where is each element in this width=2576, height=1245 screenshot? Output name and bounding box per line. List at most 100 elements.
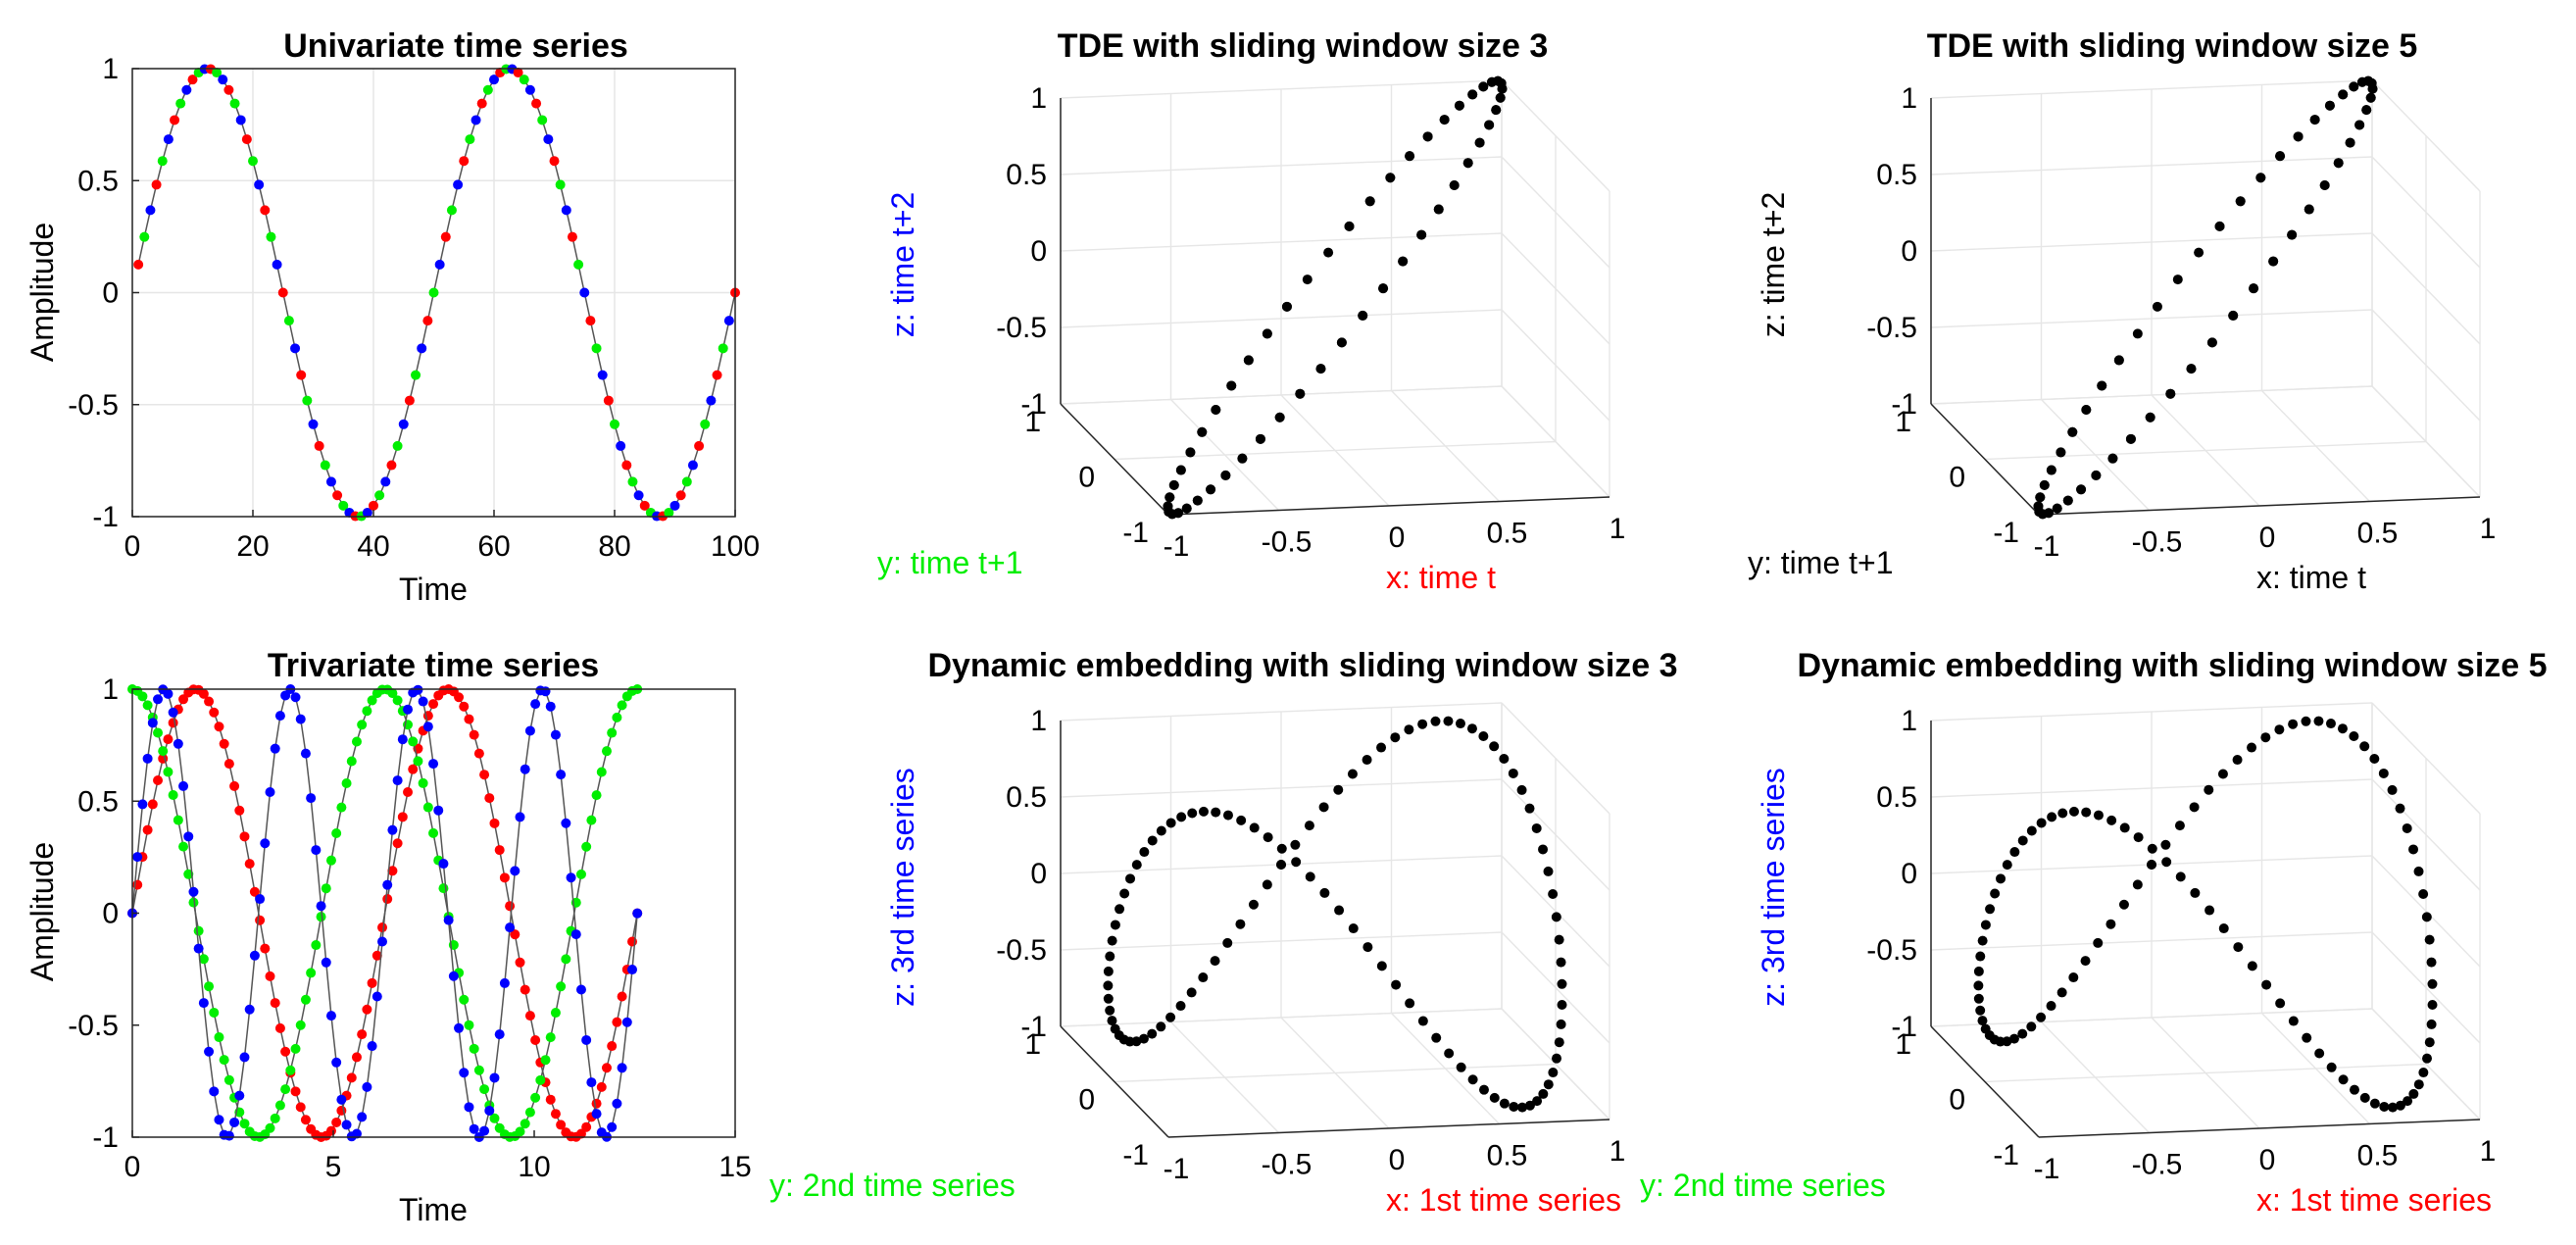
data-point bbox=[1531, 822, 1542, 833]
x-tick-label: 0 bbox=[124, 530, 141, 563]
data-point bbox=[621, 460, 632, 471]
data-point bbox=[440, 231, 451, 242]
data-point bbox=[1274, 412, 1285, 423]
data-point bbox=[362, 1004, 372, 1015]
data-point bbox=[392, 775, 403, 786]
data-point bbox=[2036, 818, 2047, 828]
data-point bbox=[612, 1017, 622, 1027]
y-axis-label: y: time t+1 bbox=[1748, 545, 1894, 580]
data-point bbox=[428, 827, 439, 838]
chart-title: Univariate time series bbox=[283, 27, 628, 65]
data-point bbox=[2261, 979, 2272, 990]
data-point bbox=[1186, 987, 1197, 998]
data-point bbox=[489, 818, 500, 828]
y-axis-line bbox=[1060, 1025, 1169, 1138]
z-tick-label: -0.5 bbox=[996, 312, 1047, 344]
z-tick-label: -1 bbox=[1020, 388, 1047, 421]
data-point bbox=[1333, 784, 1344, 795]
data-point bbox=[545, 1094, 556, 1105]
y-axis-label: Amplitude bbox=[25, 842, 60, 981]
x-axis-label: x: 1st time series bbox=[2256, 1182, 2492, 1218]
data-point bbox=[2304, 204, 2314, 215]
data-point bbox=[2413, 866, 2424, 876]
data-point bbox=[173, 738, 183, 749]
data-point bbox=[464, 714, 474, 724]
data-point bbox=[181, 84, 192, 95]
data-point bbox=[2002, 860, 2012, 871]
data-point bbox=[311, 845, 322, 856]
y-tick-label: -1 bbox=[1993, 517, 2019, 549]
data-point bbox=[1305, 872, 1315, 882]
data-point bbox=[214, 1115, 224, 1125]
data-point bbox=[471, 115, 481, 125]
data-point bbox=[2424, 1037, 2435, 1048]
data-point bbox=[566, 872, 576, 883]
x-tick-label: 1 bbox=[1610, 513, 1626, 545]
data-point bbox=[163, 734, 173, 745]
grid-line bbox=[1501, 232, 1610, 345]
data-point bbox=[413, 756, 423, 767]
z-tick-label: 0.5 bbox=[1876, 159, 1917, 191]
data-point bbox=[316, 912, 326, 922]
data-point bbox=[1138, 1033, 1149, 1044]
x-tick-label: 0 bbox=[2259, 522, 2276, 554]
grid-line bbox=[2371, 79, 2481, 192]
grid-line bbox=[1060, 778, 1503, 798]
data-point bbox=[341, 1120, 352, 1130]
data-point bbox=[1995, 1036, 2006, 1047]
y-tick-label: 1 bbox=[1024, 406, 1041, 438]
data-point bbox=[1975, 951, 1986, 962]
data-point bbox=[2293, 131, 2304, 142]
data-point bbox=[712, 370, 722, 380]
data-point bbox=[2008, 1033, 2019, 1044]
data-point bbox=[469, 729, 479, 740]
data-point bbox=[374, 490, 385, 501]
data-point bbox=[1443, 716, 1454, 726]
data-point bbox=[357, 1029, 368, 1040]
data-point bbox=[2033, 501, 2044, 512]
data-point bbox=[2214, 221, 2225, 231]
data-point bbox=[255, 894, 266, 905]
data-point bbox=[2413, 1079, 2424, 1090]
data-point bbox=[469, 1123, 479, 1134]
data-point bbox=[515, 812, 525, 822]
data-point bbox=[145, 205, 156, 216]
data-point bbox=[1509, 1101, 1519, 1112]
data-point bbox=[489, 1113, 500, 1123]
data-point bbox=[204, 981, 215, 992]
data-point bbox=[633, 490, 644, 501]
data-point bbox=[158, 746, 169, 757]
data-point bbox=[367, 1041, 377, 1052]
data-point bbox=[581, 841, 592, 852]
data-point bbox=[296, 370, 307, 380]
data-point bbox=[591, 1098, 602, 1109]
data-point bbox=[1557, 978, 1567, 989]
data-point bbox=[1548, 888, 1559, 899]
grid-line bbox=[2371, 931, 2481, 1044]
data-point bbox=[524, 1011, 535, 1021]
data-point bbox=[392, 440, 403, 451]
data-point bbox=[515, 957, 525, 968]
data-point bbox=[2119, 822, 2130, 833]
grid-line bbox=[2371, 232, 2481, 345]
x-tick-label: 40 bbox=[357, 530, 389, 563]
data-point bbox=[2309, 115, 2320, 125]
data-point bbox=[2422, 1053, 2433, 1064]
data-point bbox=[459, 994, 470, 1005]
data-point bbox=[147, 718, 158, 728]
data-point bbox=[387, 688, 398, 699]
data-point bbox=[459, 156, 470, 167]
data-point bbox=[1235, 919, 1246, 929]
data-point bbox=[612, 1098, 622, 1109]
data-point bbox=[377, 922, 387, 933]
y-tick-label: -0.5 bbox=[68, 1010, 119, 1042]
data-point bbox=[241, 134, 252, 145]
data-point bbox=[2337, 723, 2348, 734]
data-point bbox=[1543, 866, 1554, 876]
data-point bbox=[1291, 857, 1302, 868]
data-point bbox=[302, 395, 313, 406]
data-point bbox=[1524, 1100, 1535, 1111]
data-point bbox=[1165, 1012, 1176, 1022]
data-point bbox=[2076, 484, 2087, 495]
data-point bbox=[223, 84, 234, 95]
